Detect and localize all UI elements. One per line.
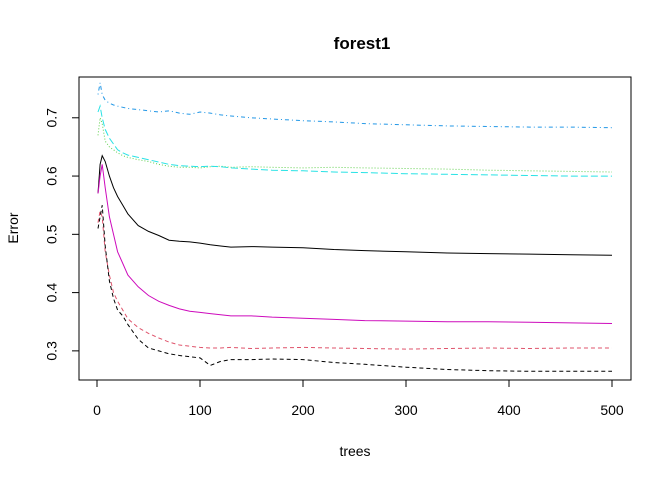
series-line-3: [97, 117, 613, 173]
series-line-7: [97, 205, 612, 372]
y-tick-label: 0.6: [44, 166, 60, 186]
x-tick-label: 0: [93, 402, 101, 418]
y-tick-label: 0.5: [44, 224, 60, 244]
y-axis-label: Error: [5, 212, 21, 243]
series-line-1: [97, 154, 613, 256]
x-tick-label: 400: [497, 402, 521, 418]
series-line-2: [97, 209, 612, 350]
series-line-5: [97, 104, 612, 177]
plot-frame: [78, 76, 632, 381]
y-tick-label: 0.4: [44, 283, 60, 303]
series-line-4: [97, 82, 613, 129]
x-tick-label: 200: [291, 402, 315, 418]
x-tick-label: 100: [188, 402, 212, 418]
x-axis: 0 100 200 300 400 500: [93, 379, 624, 418]
chart-title: forest1: [334, 34, 391, 53]
series-layer: [97, 82, 613, 372]
y-axis: 0.3 0.4 0.5 0.6 0.7: [44, 108, 80, 361]
x-tick-label: 500: [600, 402, 624, 418]
x-axis-label: trees: [339, 443, 370, 459]
x-tick-label: 300: [394, 402, 418, 418]
y-tick-label: 0.3: [44, 341, 60, 361]
y-tick-label: 0.7: [44, 108, 60, 128]
series-line-6: [97, 164, 613, 324]
